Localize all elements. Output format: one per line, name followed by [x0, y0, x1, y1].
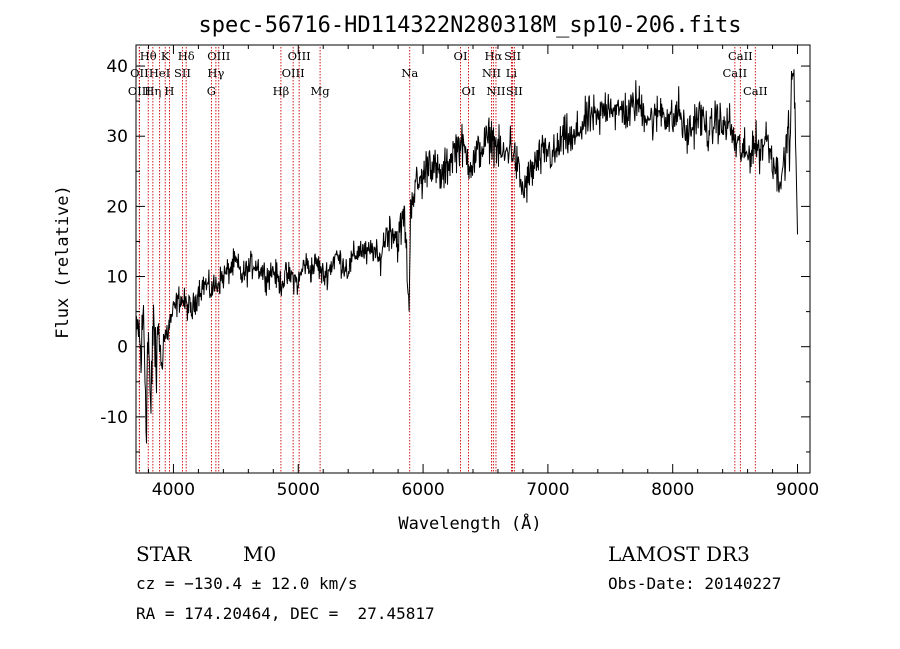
spectral-line-label: Mg — [311, 84, 331, 98]
x-tick-label: 8000 — [651, 480, 694, 500]
object-type: STAR — [136, 542, 192, 566]
coordinates-text: RA = 174.20464, DEC = 27.45817 — [136, 604, 435, 623]
redshift-text: cz = −130.4 ± 12.0 km/s — [136, 574, 358, 593]
spectral-line-label: Hθ — [140, 49, 157, 63]
spectral-line-label: OI — [462, 84, 476, 98]
x-tick-label: 5000 — [277, 480, 320, 500]
spectral-line-label: NII — [482, 66, 501, 80]
y-tick-label: 40 — [106, 57, 128, 77]
x-tick-label: 6000 — [401, 480, 444, 500]
spectral-line-label: H — [164, 84, 174, 98]
spectral-line-label: SII — [506, 84, 523, 98]
spectral-line-label: CaII — [722, 66, 747, 80]
spectral-line-label: OIII — [207, 49, 230, 63]
spectral-line-label: Hβ — [273, 84, 290, 98]
spectral-line-label: OIII — [128, 84, 151, 98]
y-tick-label: 30 — [106, 127, 128, 147]
spectral-line-label: Hη — [144, 84, 161, 98]
x-axis-label: Wavelength (Å) — [398, 512, 541, 534]
spectral-line-label: NII — [486, 84, 505, 98]
observation-date: Obs-Date: 20140227 — [608, 574, 781, 593]
spectral-line-label: OI — [454, 49, 468, 63]
y-tick-label: 20 — [106, 197, 128, 217]
spectral-line-label: Na — [401, 66, 418, 80]
spectral-subclass: M0 — [243, 542, 276, 566]
spectral-line-label: Hα — [484, 49, 502, 63]
spectral-line-label: Hδ — [178, 49, 195, 63]
spectral-line-label: OIII — [288, 49, 311, 63]
spectrum-line — [135, 69, 798, 444]
y-tick-label: 10 — [106, 268, 128, 288]
spectral-line-label: HeI — [149, 66, 170, 80]
spectral-line-label: OII — [130, 66, 149, 80]
chart-title: spec-56716-HD114322N280318M_sp10-206.fit… — [198, 13, 741, 38]
spectral-line-label: OIII — [282, 66, 305, 80]
x-tick-label: 9000 — [776, 480, 819, 500]
spectral-line-label: Li — [506, 66, 518, 80]
y-tick-label: 0 — [117, 338, 128, 358]
y-axis-label: Flux (relative) — [53, 185, 73, 339]
spectral-line-label: G — [207, 84, 216, 98]
x-axis-ticks: 4000 5000 6000 7000 8000 9000 — [147, 45, 819, 500]
x-tick-label: 7000 — [526, 480, 569, 500]
spectral-line-label: K — [161, 49, 170, 63]
spectral-line-label: CaII — [743, 84, 768, 98]
spectral-line-label: Hγ — [207, 66, 224, 80]
spectral-line-label: CaII — [728, 49, 753, 63]
spectral-line-label: SII — [174, 66, 191, 80]
spectral-line-label: SII — [504, 49, 521, 63]
y-axis-ticks: -10 0 10 20 30 40 — [100, 57, 810, 453]
x-tick-label: 4000 — [152, 480, 195, 500]
survey-name: LAMOST DR3 — [608, 542, 750, 566]
y-tick-label: -10 — [100, 408, 128, 428]
